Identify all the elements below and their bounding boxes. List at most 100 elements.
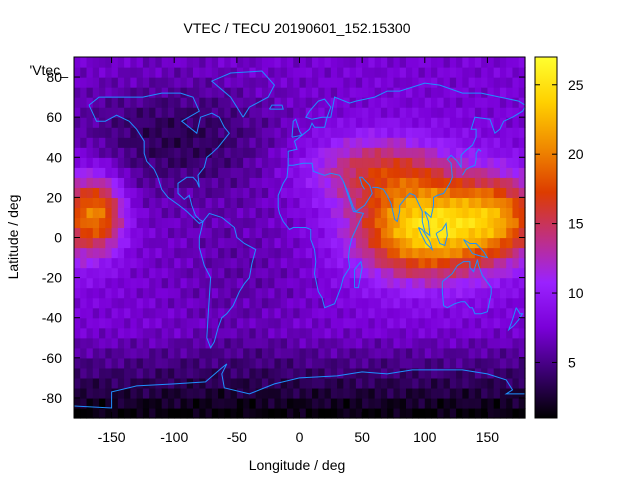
heatmap-cell [343,57,351,68]
heatmap-cell [437,377,445,389]
heatmap-cell [193,397,200,409]
heatmap-cell [124,377,131,389]
heatmap-cell [518,57,526,68]
heatmap-cell [280,277,288,289]
heatmap-cell [437,127,445,138]
heatmap-cell [362,297,369,309]
heatmap-cell [249,397,257,409]
heatmap-cell [199,397,207,409]
heatmap-cell [149,157,157,168]
heatmap-cell [199,77,207,88]
heatmap-cell [186,97,194,108]
heatmap-cell [136,247,144,259]
heatmap-cell [343,247,351,259]
heatmap-cell [199,187,207,198]
heatmap-cell [268,317,276,329]
heatmap-cell [286,307,294,319]
heatmap-cell [193,407,200,419]
heatmap-cell [368,277,376,289]
heatmap-cell [412,217,420,229]
heatmap-cell [512,77,520,88]
heatmap-cell [255,387,263,399]
heatmap-cell [224,187,232,198]
heatmap-cell [186,227,194,239]
heatmap-cell [86,407,94,419]
heatmap-cell [243,237,250,249]
heatmap-cell [186,247,194,259]
heatmap-cell [130,387,138,399]
heatmap-cell [305,347,313,359]
heatmap-cell [92,247,100,259]
heatmap-cell [130,337,138,349]
heatmap-cell [518,297,526,309]
heatmap-cell [249,387,257,399]
heatmap-cell [512,117,520,128]
heatmap-cell [437,237,445,249]
heatmap-cell [99,167,106,178]
heatmap-cell [449,167,457,178]
heatmap-cell [211,397,219,409]
heatmap-cell [418,67,426,78]
heatmap-cell [255,117,263,128]
heatmap-cell [506,337,514,349]
heatmap-cell [211,187,219,198]
heatmap-cell [174,357,182,369]
heatmap-cell [299,197,307,209]
heatmap-cell [368,267,376,279]
heatmap-cell [199,297,207,309]
heatmap-cell [280,67,288,78]
heatmap-cell [111,287,119,299]
heatmap-cell [362,107,369,118]
heatmap-cell [324,77,332,88]
heatmap-cell [493,197,501,209]
heatmap-cell [443,107,451,118]
heatmap-cell [86,387,94,399]
heatmap-cell [468,197,476,209]
heatmap-cell [99,387,106,399]
heatmap-cell [236,227,244,239]
heatmap-cell [324,147,332,158]
heatmap-cell [167,377,175,389]
heatmap-cell [349,87,357,98]
heatmap-cell [518,167,526,178]
heatmap-cell [449,247,457,259]
heatmap-cell [142,277,150,289]
heatmap-cell [255,297,263,309]
heatmap-cell [293,97,301,108]
heatmap-cell [468,167,476,178]
heatmap-cell [412,137,420,148]
heatmap-cell [456,217,463,229]
colorbar [534,56,558,419]
heatmap-cell [180,57,188,68]
heatmap-cell [418,367,426,379]
heatmap-cell [462,377,470,389]
heatmap-cell [74,267,81,279]
heatmap-cell [493,307,501,319]
heatmap-cell [393,397,401,409]
heatmap-cell [343,287,351,299]
heatmap-cell [211,217,219,229]
heatmap-cell [136,57,144,68]
heatmap-cell [255,257,263,269]
heatmap-cell [230,147,238,158]
heatmap-cell [324,297,332,309]
heatmap-cell [74,127,81,138]
heatmap-cell [149,87,157,98]
heatmap-cell [330,237,338,249]
heatmap-cell [412,187,420,198]
heatmap-cell [124,277,131,289]
heatmap-cell [193,307,200,319]
heatmap-cell [418,197,426,209]
heatmap-cell [456,207,463,219]
heatmap-cell [368,77,376,88]
heatmap-cell [236,317,244,329]
heatmap-cell [405,267,413,279]
heatmap-cell [99,217,106,229]
heatmap-cell [499,277,507,289]
heatmap-cell [399,117,407,128]
heatmap-cell [205,177,213,188]
heatmap-cell [92,207,100,219]
heatmap-cell [337,347,344,359]
heatmap-cell [105,347,113,359]
heatmap-cell [193,87,200,98]
